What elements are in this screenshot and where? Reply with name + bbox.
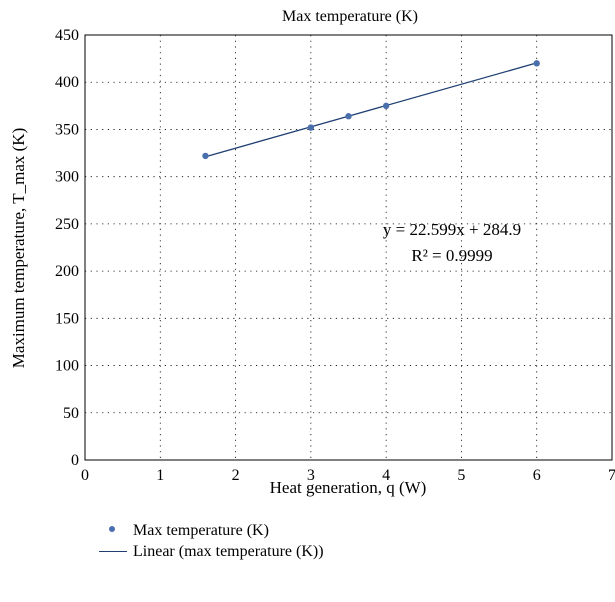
- regression-equation: y = 22.599x + 284.9: [383, 220, 521, 239]
- x-tick-label: 3: [307, 467, 315, 484]
- x-tick-label: 1: [156, 467, 164, 484]
- legend: Max temperature (K) Linear (max temperat…: [95, 520, 324, 562]
- legend-marker-icon: [95, 520, 133, 541]
- legend-item-line: Linear (max temperature (K)): [95, 541, 324, 562]
- data-point: [307, 124, 315, 131]
- y-tick-label: 250: [55, 216, 79, 233]
- x-tick-label: 7: [608, 467, 615, 484]
- grid-lines: [85, 35, 612, 460]
- plot-frame: [84, 34, 613, 461]
- chart-title: Max temperature (K): [282, 8, 418, 25]
- legend-label: Max temperature (K): [133, 521, 269, 539]
- x-tick-label: 5: [457, 467, 465, 484]
- x-tick-label: 2: [232, 467, 240, 484]
- data-point: [202, 152, 209, 160]
- y-tick-label: 100: [55, 358, 79, 375]
- y-axis-label: Maximum temperature, T_max (K): [9, 128, 28, 368]
- x-tick-label: 6: [533, 467, 541, 484]
- data-point: [382, 102, 390, 110]
- x-tick-label: 0: [81, 467, 89, 484]
- y-tick-label: 150: [55, 310, 79, 327]
- r-squared: R² = 0.9999: [411, 246, 492, 265]
- y-tick-label: 300: [55, 169, 79, 186]
- y-tick-label: 200: [55, 263, 79, 280]
- x-tick-label: 4: [382, 467, 390, 484]
- y-tick-label: 50: [63, 405, 79, 422]
- x-axis-label: Heat generation, q (W): [270, 478, 427, 497]
- legend-label: Linear (max temperature (K)): [133, 542, 324, 560]
- trendline: [205, 62, 537, 158]
- x-axis-ticks: 0 1 2 3 4 5 6 7: [81, 467, 615, 484]
- data-point: [533, 60, 540, 67]
- y-axis-ticks: 0 50 100 150 200 250 300 350 400 450: [55, 27, 79, 469]
- series-layer: [202, 60, 540, 160]
- y-tick-label: 0: [71, 452, 79, 469]
- data-point: [345, 113, 352, 120]
- y-tick-label: 350: [55, 121, 79, 138]
- legend-item-markers: Max temperature (K): [95, 520, 324, 541]
- y-tick-label: 450: [55, 27, 79, 44]
- y-tick-label: 400: [55, 74, 79, 91]
- legend-line-icon: [95, 541, 133, 562]
